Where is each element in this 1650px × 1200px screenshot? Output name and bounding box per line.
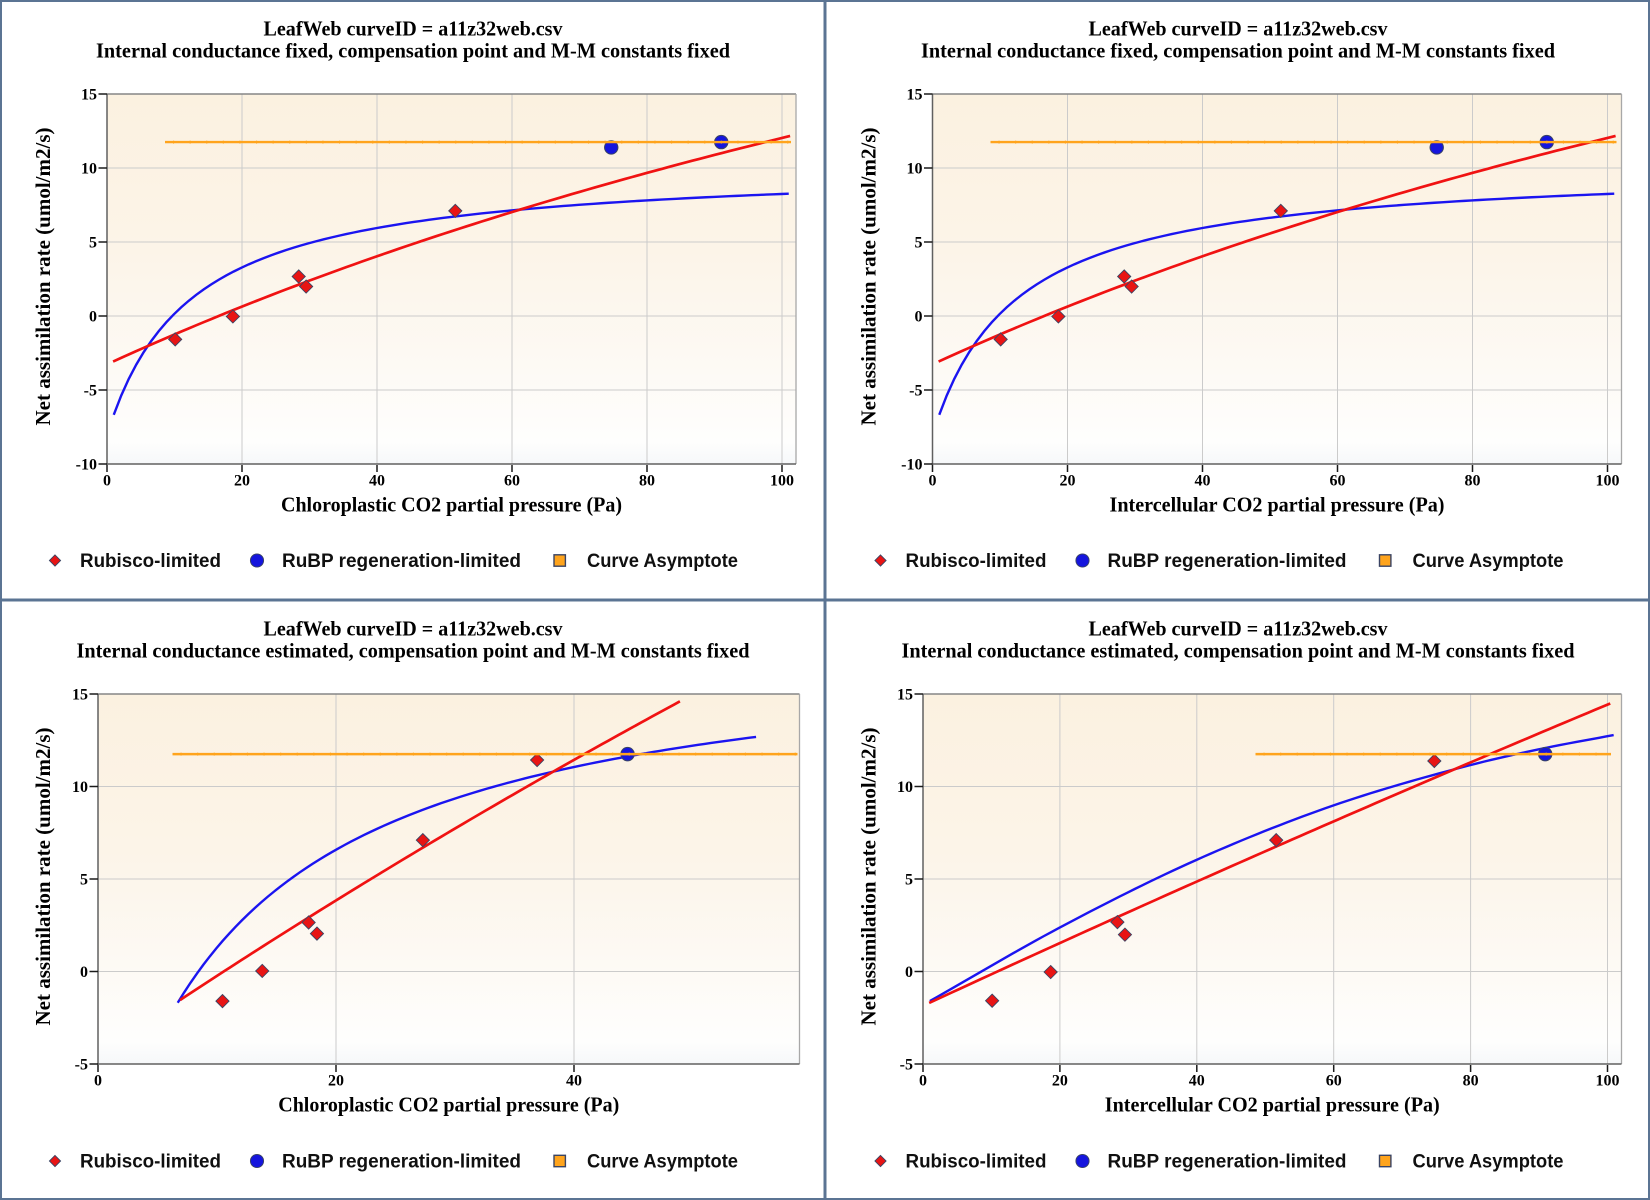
svg-text:Net assimilation rate (umol/m2: Net assimilation rate (umol/m2/s) — [857, 728, 881, 1026]
svg-text:LeafWeb curveID = a11z32web.cs: LeafWeb curveID = a11z32web.csv — [1089, 17, 1388, 41]
svg-text:Internal conductance fixed, co: Internal conductance fixed, compensation… — [96, 39, 730, 63]
svg-text:15: 15 — [897, 687, 913, 704]
svg-text:-5: -5 — [909, 383, 922, 400]
svg-text:Internal conductance estimated: Internal conductance estimated, compensa… — [902, 639, 1575, 663]
svg-text:Intercellular CO2 partial pres: Intercellular CO2 partial pressure (Pa) — [1105, 1093, 1440, 1117]
svg-text:10: 10 — [907, 161, 923, 178]
svg-text:RuBP regeneration-limited: RuBP regeneration-limited — [1108, 1152, 1347, 1173]
svg-text:RuBP regeneration-limited: RuBP regeneration-limited — [282, 1152, 521, 1173]
svg-text:Curve Asymptote: Curve Asymptote — [1413, 551, 1564, 572]
svg-text:-10: -10 — [76, 457, 97, 474]
svg-text:20: 20 — [1060, 473, 1076, 490]
svg-text:60: 60 — [504, 473, 520, 490]
svg-text:100: 100 — [770, 473, 794, 490]
svg-text:20: 20 — [328, 1073, 344, 1090]
svg-text:Internal conductance fixed, co: Internal conductance fixed, compensation… — [921, 39, 1555, 63]
svg-text:40: 40 — [369, 473, 385, 490]
svg-text:0: 0 — [80, 964, 88, 981]
svg-text:80: 80 — [1465, 473, 1481, 490]
svg-text:80: 80 — [1463, 1073, 1479, 1090]
svg-text:Rubisco-limited: Rubisco-limited — [80, 1152, 221, 1173]
svg-text:40: 40 — [566, 1073, 582, 1090]
svg-text:40: 40 — [1195, 473, 1211, 490]
svg-text:5: 5 — [80, 872, 88, 889]
svg-text:5: 5 — [89, 235, 97, 252]
svg-text:0: 0 — [929, 473, 937, 490]
svg-text:-10: -10 — [901, 457, 922, 474]
svg-text:10: 10 — [81, 161, 97, 178]
svg-text:20: 20 — [1052, 1073, 1068, 1090]
svg-text:15: 15 — [81, 87, 97, 104]
svg-text:Intercellular CO2 partial pres: Intercellular CO2 partial pressure (Pa) — [1110, 493, 1445, 517]
svg-text:Rubisco-limited: Rubisco-limited — [906, 1152, 1047, 1173]
svg-text:10: 10 — [897, 779, 913, 796]
svg-text:Internal conductance estimated: Internal conductance estimated, compensa… — [77, 639, 750, 663]
svg-text:-5: -5 — [75, 1057, 88, 1074]
svg-text:0: 0 — [919, 1073, 927, 1090]
svg-text:10: 10 — [72, 779, 88, 796]
svg-text:0: 0 — [89, 309, 97, 326]
svg-text:Curve Asymptote: Curve Asymptote — [587, 1152, 738, 1173]
svg-text:15: 15 — [907, 87, 923, 104]
svg-text:5: 5 — [915, 235, 923, 252]
svg-text:RuBP regeneration-limited: RuBP regeneration-limited — [1108, 551, 1347, 572]
svg-text:0: 0 — [905, 964, 913, 981]
svg-text:Curve Asymptote: Curve Asymptote — [1413, 1152, 1564, 1173]
svg-text:Net assimilation rate (umol/m2: Net assimilation rate (umol/m2/s) — [31, 128, 55, 426]
svg-text:LeafWeb curveID = a11z32web.cs: LeafWeb curveID = a11z32web.csv — [264, 17, 563, 41]
svg-text:0: 0 — [915, 309, 923, 326]
svg-text:0: 0 — [94, 1073, 102, 1090]
svg-text:LeafWeb curveID = a11z32web.cs: LeafWeb curveID = a11z32web.csv — [264, 617, 563, 641]
svg-text:Rubisco-limited: Rubisco-limited — [80, 551, 221, 572]
svg-text:Net assimilation rate (umol/m2: Net assimilation rate (umol/m2/s) — [31, 728, 55, 1026]
svg-text:-5: -5 — [900, 1057, 913, 1074]
svg-text:20: 20 — [234, 473, 250, 490]
svg-text:0: 0 — [103, 473, 111, 490]
svg-text:5: 5 — [905, 872, 913, 889]
svg-text:80: 80 — [639, 473, 655, 490]
svg-text:60: 60 — [1326, 1073, 1342, 1090]
svg-text:Chloroplastic CO2 partial pres: Chloroplastic CO2 partial pressure (Pa) — [281, 493, 622, 517]
svg-text:-5: -5 — [84, 383, 97, 400]
svg-text:Curve Asymptote: Curve Asymptote — [587, 551, 738, 572]
svg-text:Rubisco-limited: Rubisco-limited — [906, 551, 1047, 572]
svg-text:100: 100 — [1596, 473, 1620, 490]
svg-text:60: 60 — [1330, 473, 1346, 490]
svg-text:LeafWeb curveID = a11z32web.cs: LeafWeb curveID = a11z32web.csv — [1089, 617, 1388, 641]
svg-text:100: 100 — [1596, 1073, 1620, 1090]
svg-text:Chloroplastic CO2 partial pres: Chloroplastic CO2 partial pressure (Pa) — [278, 1093, 619, 1117]
svg-text:15: 15 — [72, 687, 88, 704]
svg-text:Net assimilation rate (umol/m2: Net assimilation rate (umol/m2/s) — [857, 128, 881, 426]
svg-text:40: 40 — [1189, 1073, 1205, 1090]
svg-text:RuBP regeneration-limited: RuBP regeneration-limited — [282, 551, 521, 572]
